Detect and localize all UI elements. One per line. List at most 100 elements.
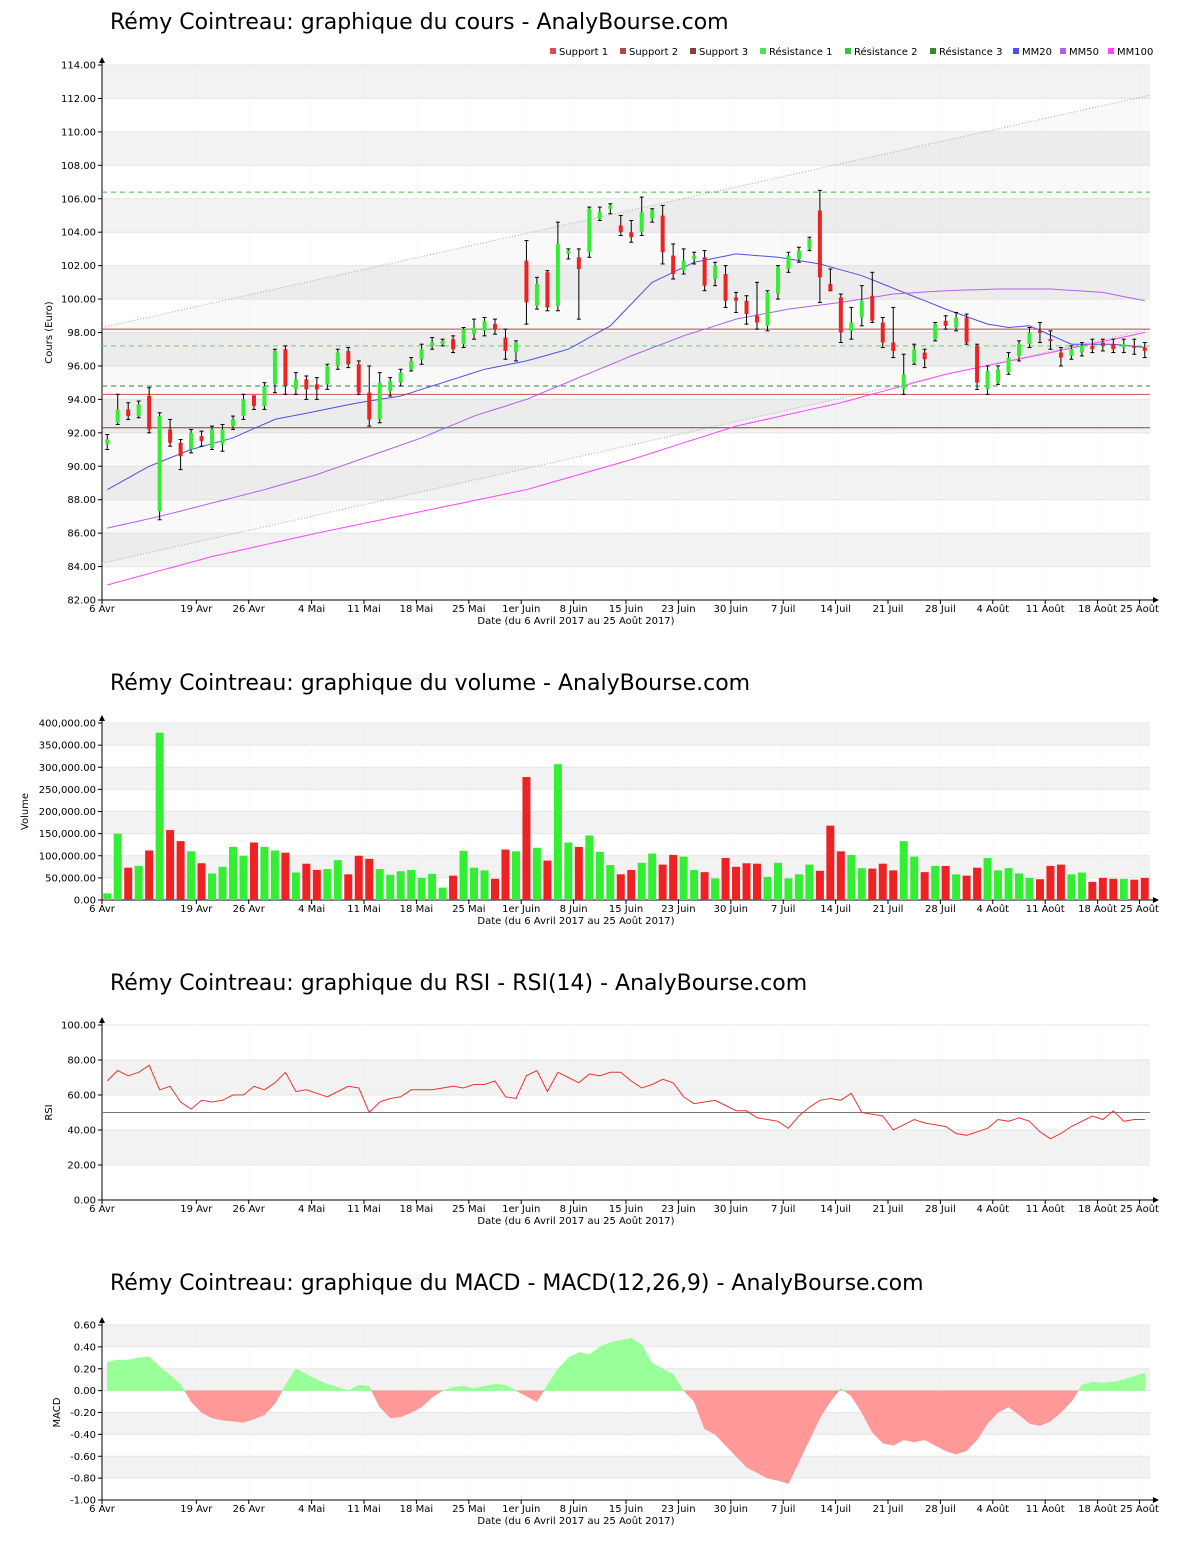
candle-body <box>356 364 361 393</box>
candle-body <box>1079 345 1084 353</box>
volume-bar <box>312 869 321 900</box>
volume-bar <box>836 851 845 900</box>
legend-swatch <box>930 48 936 54</box>
volume-bar <box>826 825 835 900</box>
y-tick-label: 150,000.00 <box>39 829 96 840</box>
volume-bar <box>1046 865 1055 900</box>
x-tick-label: 6 Avr <box>89 1504 116 1515</box>
x-tick-label: 25 Août <box>1120 603 1159 615</box>
volume-bar <box>753 863 761 900</box>
candle-body <box>472 327 477 335</box>
volume-bar <box>344 874 353 900</box>
x-tick-label: 18 Août <box>1078 1503 1117 1515</box>
volume-bar <box>113 833 122 900</box>
candle-body <box>1006 357 1011 373</box>
volume-bar <box>606 865 615 900</box>
volume-bar <box>679 856 688 900</box>
volume-bar <box>166 830 175 900</box>
candle-body <box>524 260 529 303</box>
candle-body <box>168 429 173 443</box>
x-tick-label: 21 Juil <box>873 904 904 915</box>
x-axis-caption: Date (du 6 Avril 2017 au 25 Août 2017) <box>477 915 674 927</box>
volume-bar <box>480 870 489 900</box>
grid-band <box>102 466 1150 500</box>
candle-body <box>147 396 152 430</box>
x-tick-label: 26 Avr <box>233 904 266 915</box>
x-tick-label: 1er Juin <box>502 604 540 615</box>
x-tick-label: 7 Juil <box>771 1504 795 1515</box>
x-axis-arrow <box>1153 597 1159 603</box>
candle-body <box>451 339 456 350</box>
price-chart: 82.00 84.00 86.00 88.00 90.00 92.00 94.00 96.00… <box>44 46 1159 627</box>
volume-bar <box>1140 877 1149 900</box>
y-tick-label: 102.00 <box>61 261 96 272</box>
candle-body <box>388 380 393 392</box>
volume-bar <box>794 874 803 900</box>
volume-bar <box>396 871 405 900</box>
x-tick-label: 15 Juin <box>609 604 643 615</box>
volume-bar <box>931 865 940 900</box>
x-tick-label: 25 Août <box>1120 1203 1159 1215</box>
grid-band <box>102 399 1150 433</box>
legend-swatch <box>845 48 851 54</box>
x-tick-label: 11 Mai <box>347 1504 380 1515</box>
grid-band <box>102 767 1150 790</box>
rsi-chart: 0.00 20.00 40.00 60.00 80.00 100.00 6 Avr 19 Av… <box>44 1017 1159 1227</box>
y-tick-label: -1.00 <box>70 1496 96 1507</box>
y-axis-caption: Cours (Euro) <box>44 301 55 364</box>
x-tick-label: 7 Juil <box>771 904 795 915</box>
x-tick-label: 23 Juin <box>661 604 695 615</box>
y-tick-label: 0.00 <box>74 1196 96 1207</box>
candle-body <box>639 212 644 233</box>
x-axis-caption: Date (du 6 Avril 2017 au 25 Août 2017) <box>477 1515 674 1527</box>
volume-bar <box>994 870 1003 900</box>
volume-bar <box>910 856 919 900</box>
x-tick-label: 15 Juin <box>609 1204 643 1215</box>
legend-label: MM20 <box>1022 47 1052 58</box>
x-tick-label: 26 Avr <box>233 604 266 615</box>
x-axis-caption: Date (du 6 Avril 2017 au 25 Août 2017) <box>477 1215 674 1227</box>
volume-bar <box>574 846 583 900</box>
volume-bar <box>134 865 143 900</box>
mm100-line <box>107 332 1145 586</box>
candle-body <box>136 404 141 417</box>
legend-label: Résistance 3 <box>939 46 1002 58</box>
volume-bar <box>281 852 290 900</box>
y-tick-label: 0.00 <box>74 1386 96 1397</box>
volume-bar <box>522 776 531 900</box>
volume-bar <box>239 855 248 900</box>
volume-bar <box>553 764 562 900</box>
x-tick-label: 4 Août <box>977 1203 1010 1215</box>
x-tick-label: 25 Mai <box>452 604 485 615</box>
x-tick-label: 28 Juil <box>925 904 956 915</box>
x-tick-label: 30 Juin <box>714 904 748 915</box>
candle-body <box>430 342 435 346</box>
x-tick-label: 14 Juil <box>820 904 851 915</box>
volume-bar <box>1088 881 1097 900</box>
volume-bar <box>176 841 185 900</box>
candle-body <box>409 360 414 370</box>
x-tick-label: 26 Avr <box>233 1504 266 1515</box>
volume-bar <box>1067 874 1076 900</box>
candle-body <box>545 272 550 308</box>
x-tick-label: 15 Juin <box>609 904 643 915</box>
candle-body <box>629 232 634 238</box>
x-tick-label: 18 Août <box>1078 603 1117 615</box>
candle-body <box>189 432 194 450</box>
volume-bar <box>501 849 510 900</box>
x-tick-label: 28 Juil <box>925 1204 956 1215</box>
volume-bar <box>459 850 468 900</box>
x-tick-label: 1er Juin <box>502 1204 540 1215</box>
candle-body <box>534 284 539 306</box>
volume-bar <box>103 893 112 900</box>
price-chart-title: Rémy Cointreau: graphique du cours - Ana… <box>110 10 729 35</box>
x-tick-label: 19 Avr <box>180 1504 213 1515</box>
volume-bar <box>669 854 678 900</box>
volume-bar <box>700 872 709 900</box>
volume-chart: 0.00 50,000.00 100,000.00 150,000.00 200,000… <box>20 715 1159 927</box>
volume-bar <box>208 873 217 900</box>
candle-body <box>367 392 372 420</box>
candle-body <box>157 416 162 512</box>
candle-body <box>262 386 267 407</box>
candle-body <box>293 379 298 390</box>
